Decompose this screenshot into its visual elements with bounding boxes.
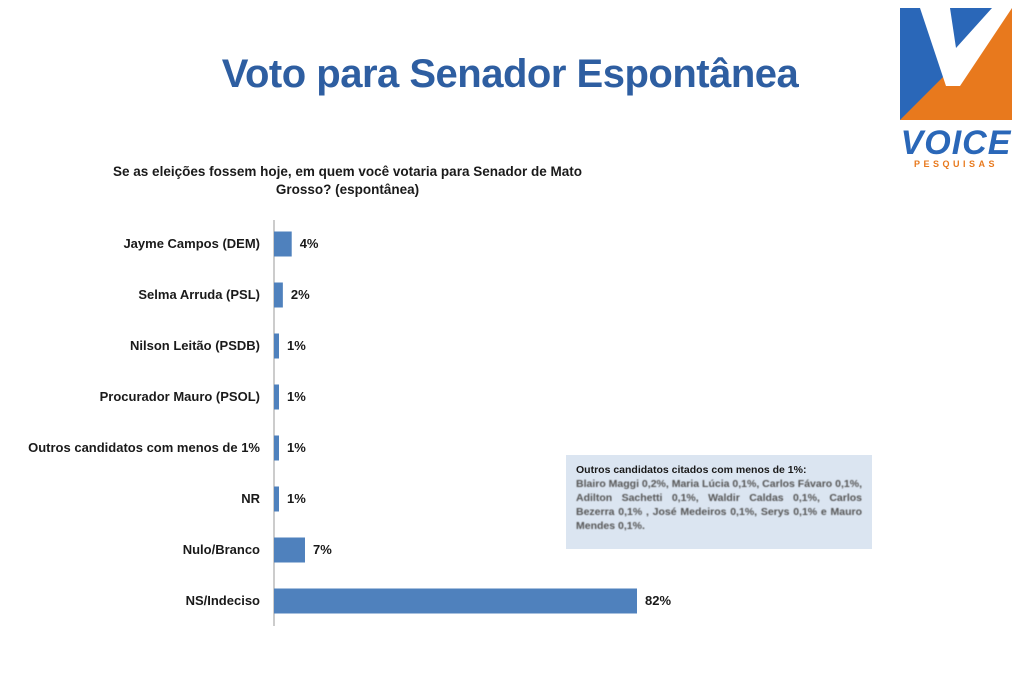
others-note-title: Outros candidatos citados com menos de 1… — [576, 464, 807, 476]
logo-mark-icon — [900, 8, 1012, 120]
bar — [274, 282, 283, 308]
category-label: Procurador Mauro (PSOL) — [100, 389, 260, 404]
category-label: Nulo/Branco — [183, 542, 260, 557]
bar — [274, 537, 305, 563]
bar — [274, 486, 279, 512]
bar-chart: Jayme Campos (DEM) 4% Selma Arruda (PSL) 2%… — [28, 220, 671, 626]
logo-subtitle: PESQUISAS — [913, 159, 998, 169]
others-note-body: Blairo Maggi 0,2%, Maria Lúcia 0,1%, Car… — [576, 478, 862, 532]
category-label: Outros candidatos com menos de 1% — [28, 440, 260, 455]
data-label: 7% — [313, 542, 332, 557]
logo-wordmark: VOICE — [900, 124, 1012, 162]
bar — [274, 384, 279, 410]
survey-question: Se as eleições fossem hoje, em quem você… — [113, 164, 582, 197]
category-label: Selma Arruda (PSL) — [138, 287, 260, 302]
category-label: Jayme Campos (DEM) — [123, 236, 260, 251]
data-label: 1% — [287, 491, 306, 506]
data-label: 1% — [287, 440, 306, 455]
data-label: 1% — [287, 338, 306, 353]
data-label: 82% — [645, 593, 671, 608]
bar — [274, 435, 279, 461]
bar — [274, 231, 292, 257]
category-label: Nilson Leitão (PSDB) — [130, 338, 260, 353]
category-label: NR — [241, 491, 260, 506]
page-title: Voto para Senador Espontânea — [221, 52, 799, 96]
bar — [274, 333, 279, 359]
data-label: 2% — [291, 287, 310, 302]
voice-pesquisas-logo: VOICE PESQUISAS — [900, 8, 1012, 169]
data-label: 4% — [300, 236, 319, 251]
data-label: 1% — [287, 389, 306, 404]
category-label: NS/Indeciso — [186, 593, 260, 608]
others-note-box: Outros candidatos citados com menos de 1… — [566, 455, 872, 549]
bar — [274, 588, 637, 614]
